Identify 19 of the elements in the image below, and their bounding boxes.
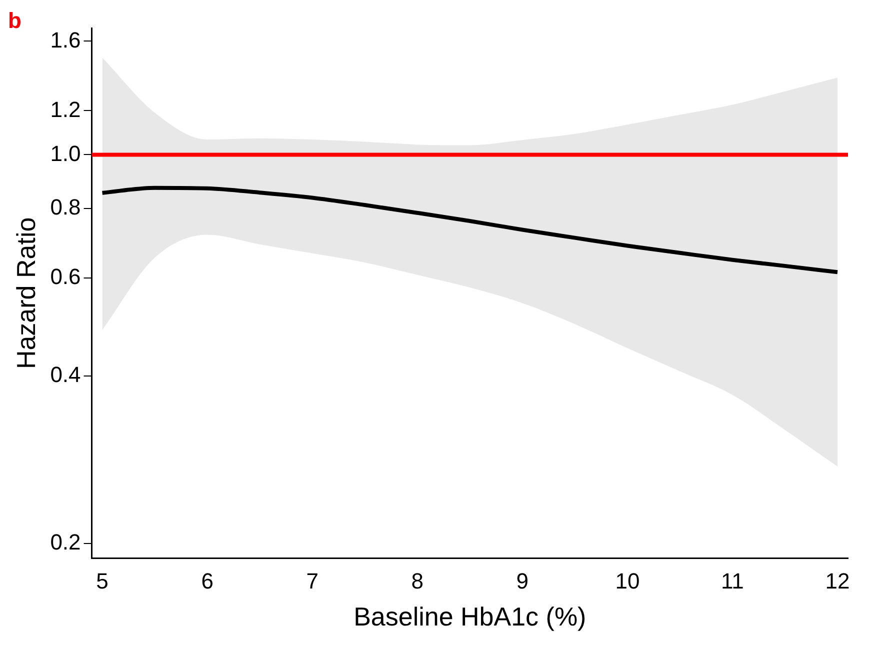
x-tick-label: 6 — [201, 568, 214, 594]
y-tick-label: 1.2 — [50, 96, 81, 122]
line-series — [100, 186, 840, 274]
x-tick-label: 5 — [96, 568, 108, 594]
y-tick-label: 1.0 — [50, 140, 81, 166]
x-tick-label: 10 — [615, 568, 640, 594]
x-tick-label: 7 — [306, 568, 318, 594]
y-tick-label: 0.8 — [50, 194, 81, 220]
y-tick-label: 0.4 — [50, 362, 81, 388]
x-tick-label: 9 — [516, 568, 529, 594]
x-tick-label: 12 — [825, 568, 850, 594]
text: b — [8, 8, 22, 34]
y-tick-label: 0.6 — [50, 264, 81, 290]
x-tick-label: 8 — [411, 568, 424, 594]
x-tick-label: 11 — [721, 568, 744, 594]
y-tick-label: 1.6 — [50, 27, 81, 52]
y-tick-label: 0.2 — [50, 530, 81, 555]
x-axis-title: Baseline HbA1c (%) — [354, 602, 586, 632]
y-axis-title: Hazard Ratio — [10, 217, 41, 370]
